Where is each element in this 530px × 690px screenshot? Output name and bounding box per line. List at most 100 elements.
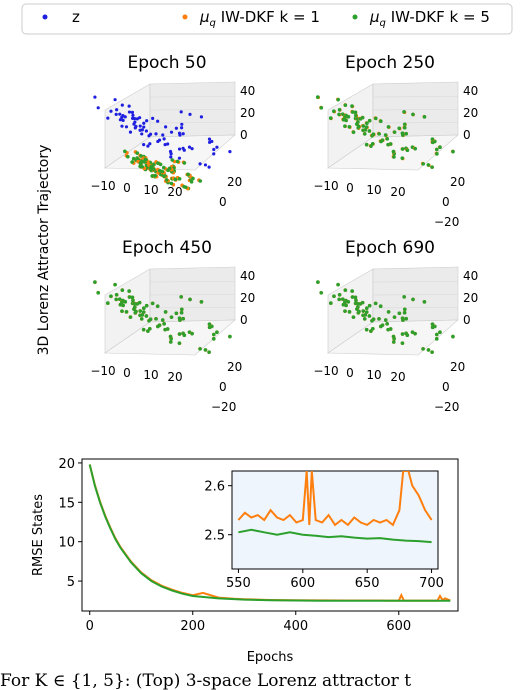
- k5-point: [451, 334, 455, 339]
- x-tick-label: 0: [346, 366, 354, 380]
- z-point: [164, 125, 168, 129]
- k5-point: [430, 325, 435, 330]
- k5-point: [421, 347, 425, 351]
- z-point: [138, 116, 142, 120]
- k5-point: [367, 303, 372, 308]
- k5-point: [135, 151, 140, 155]
- k5-point: [114, 297, 118, 302]
- k5-point: [140, 313, 145, 317]
- k5-point: [340, 112, 345, 116]
- k5-point: [378, 304, 383, 308]
- k5-point: [353, 295, 358, 300]
- k5-point: [120, 309, 124, 313]
- z-point: [177, 156, 182, 160]
- k5-point: [132, 307, 136, 311]
- k5-point: [430, 140, 435, 145]
- k5-point: [332, 109, 336, 114]
- k5-point: [163, 310, 168, 314]
- k5-point: [137, 300, 142, 305]
- z-point: [179, 110, 183, 114]
- k5-point: [391, 149, 396, 154]
- k5-point: [401, 133, 405, 137]
- k5-point: [174, 311, 179, 316]
- k5-point: [367, 314, 372, 318]
- k5-point: [434, 332, 439, 337]
- panel-title: Epoch 450: [122, 238, 212, 258]
- k5-point: [117, 297, 122, 301]
- k5-point: [367, 129, 372, 133]
- z-point: [174, 126, 178, 130]
- y-tick-label: 20: [227, 175, 242, 189]
- k5-point: [350, 110, 355, 114]
- x-tick-label: 0: [123, 181, 131, 195]
- k5-point: [130, 295, 135, 300]
- k5-point: [371, 326, 375, 331]
- z-point: [169, 130, 174, 134]
- z-point: [131, 113, 135, 117]
- inset-chart: 550 600 650 700 2.5 2.6: [204, 470, 444, 591]
- z-point: [207, 137, 212, 141]
- z-point: [118, 112, 122, 116]
- k5-point: [134, 309, 138, 314]
- k5-point: [144, 303, 149, 308]
- legend-marker-k5: [352, 14, 358, 20]
- k5-point: [155, 304, 160, 308]
- y-tick-label: 0: [219, 380, 227, 394]
- k5-point: [121, 303, 125, 308]
- k5-point: [120, 288, 125, 292]
- legend-label-k1: μq IW-DKF k = 1: [199, 8, 320, 29]
- k5-point: [370, 141, 375, 146]
- k5-point: [337, 292, 342, 297]
- k5-point: [177, 332, 182, 336]
- grid-line: [149, 122, 236, 124]
- grid-line: [372, 109, 459, 111]
- k5-point: [391, 334, 396, 339]
- k5-point: [351, 315, 356, 319]
- k5-point: [315, 95, 320, 99]
- z-point: [148, 132, 153, 136]
- k5-point: [362, 317, 367, 321]
- x-tick-label: 10: [366, 368, 381, 382]
- k5-point: [421, 162, 426, 166]
- legend-marker-k1: [182, 14, 188, 20]
- k5-point: [361, 124, 366, 128]
- k5-point: [228, 334, 232, 339]
- k5-point: [203, 348, 208, 352]
- inset-ticks: 550 600 650 700 2.5 2.6: [204, 480, 444, 591]
- k5-point: [347, 125, 352, 129]
- panel-title: Epoch 250: [345, 53, 435, 73]
- rmse-chart: 0 200 400 600 5 10 15 20 Epochs RMSE States 550…: [31, 457, 459, 665]
- k5-point: [402, 310, 407, 315]
- y-tick-label: 0: [219, 195, 227, 209]
- z-point: [142, 125, 146, 129]
- z-point: [109, 109, 113, 113]
- k5-point: [353, 110, 358, 115]
- k5-point: [151, 167, 156, 172]
- k5-point: [329, 301, 333, 305]
- k5-point: [371, 317, 376, 321]
- k5-point: [154, 317, 158, 321]
- z-point: [142, 121, 146, 125]
- z-point: [115, 108, 119, 112]
- z-point: [140, 132, 144, 136]
- k5-point: [347, 310, 352, 314]
- k5-point: [355, 301, 360, 306]
- k5-point: [379, 139, 383, 144]
- k5-point: [169, 315, 174, 319]
- k5-point: [397, 311, 402, 316]
- k5-point: [179, 310, 184, 315]
- z-tick-label: 40: [463, 269, 478, 283]
- k5-point: [105, 301, 110, 305]
- k5-point: [190, 331, 194, 336]
- z-tick-label: 0: [240, 313, 248, 327]
- y-tick-label: 20: [227, 360, 242, 374]
- k5-point: [413, 146, 418, 151]
- k5-point: [365, 306, 369, 311]
- z-point: [156, 139, 160, 144]
- k5-point: [162, 322, 166, 326]
- y-tick-label: 15: [58, 496, 75, 511]
- k5-point: [170, 158, 175, 162]
- k5-point: [207, 325, 212, 330]
- z-point: [146, 144, 150, 148]
